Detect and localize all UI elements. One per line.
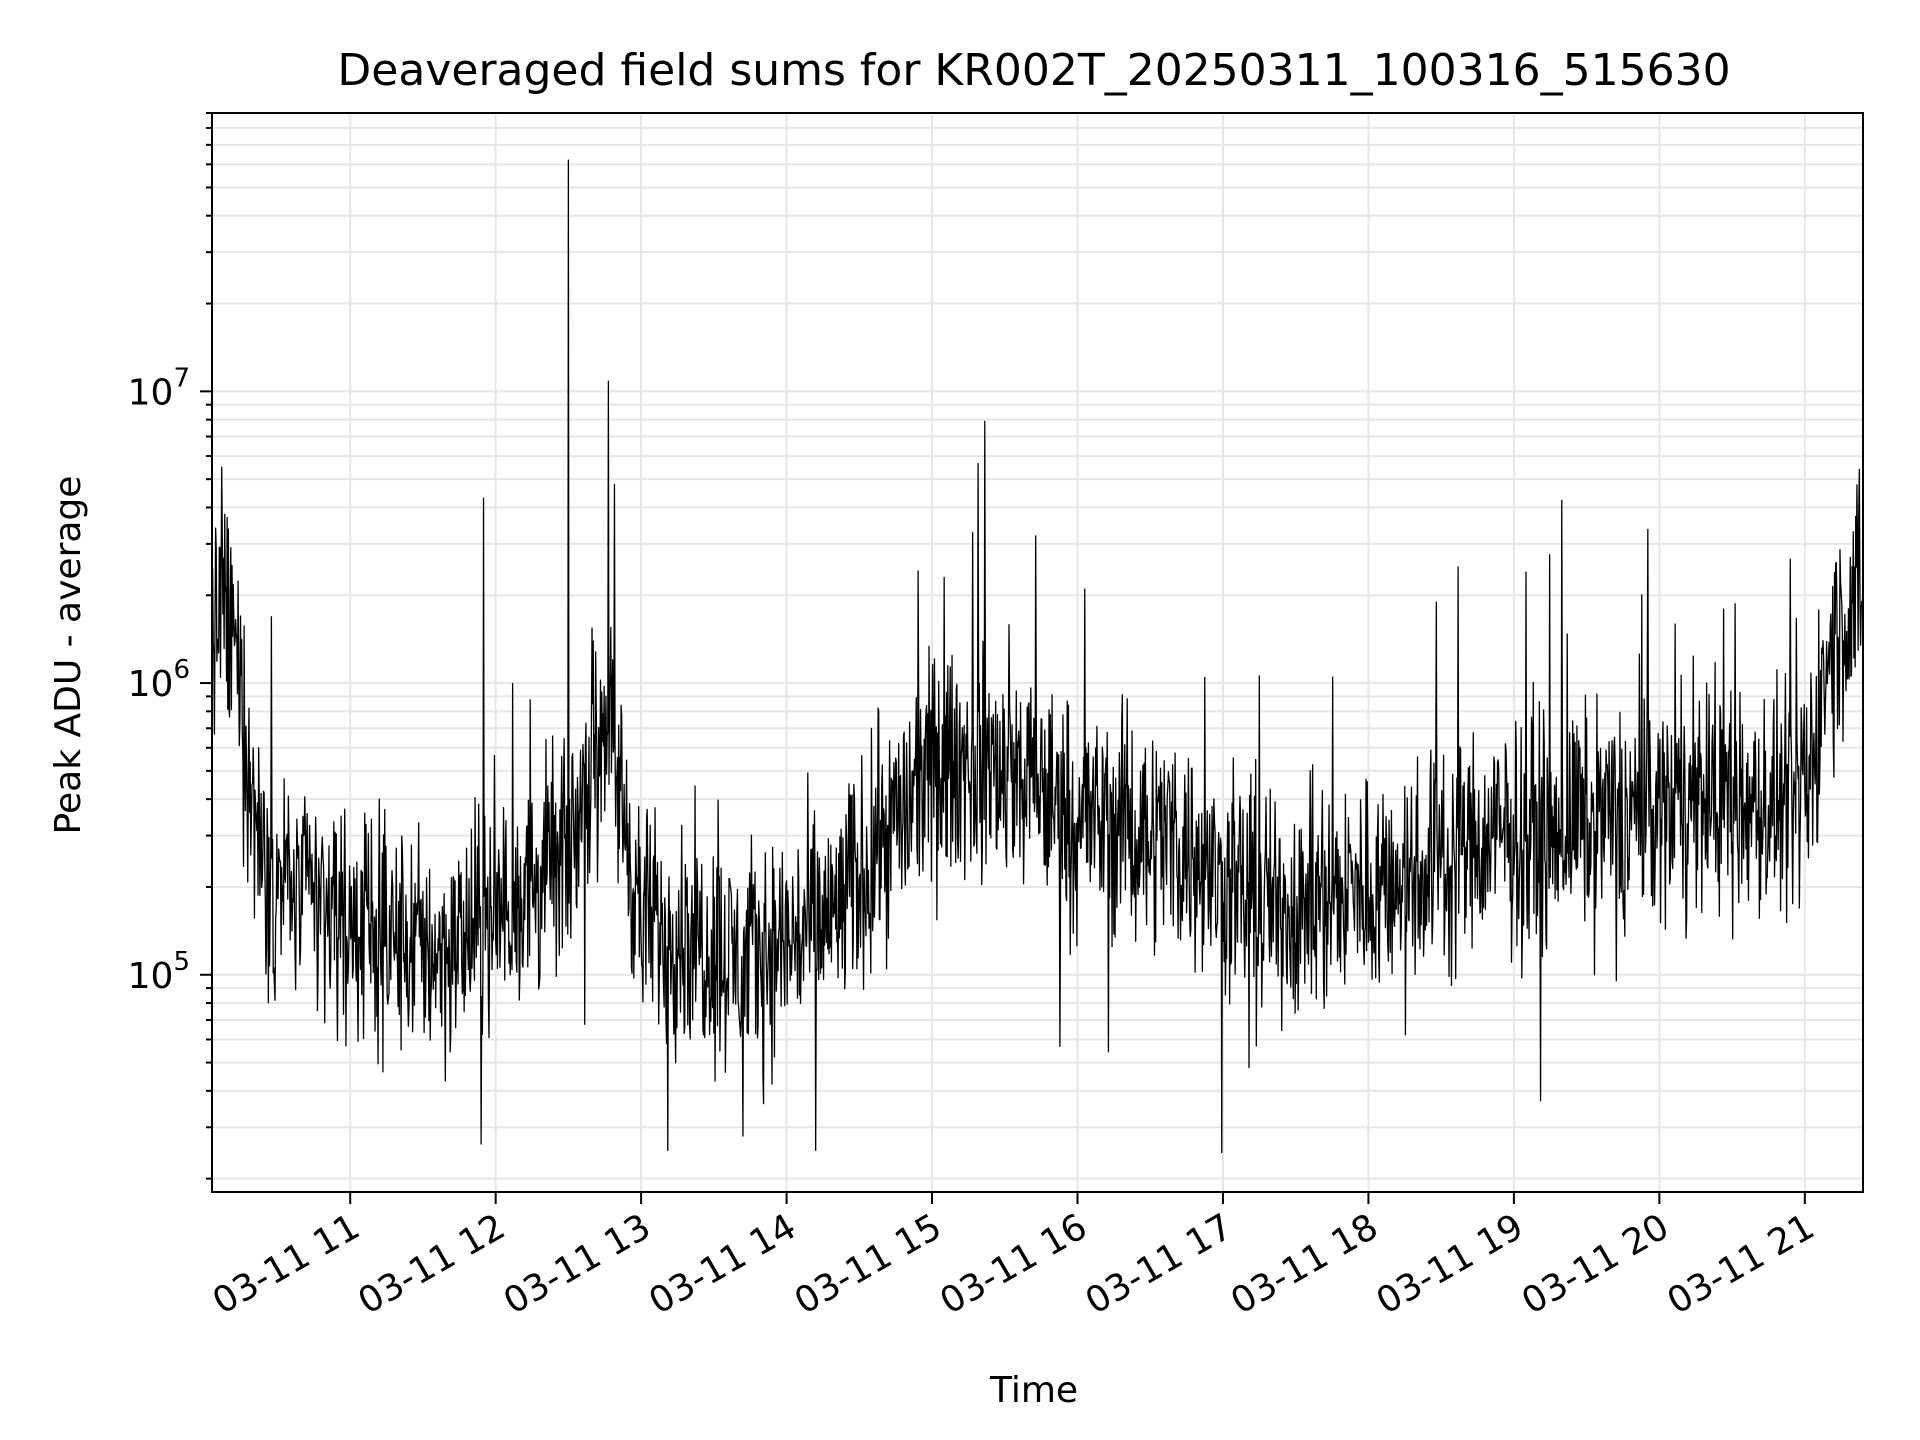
y-tick-label: 106 <box>128 655 190 705</box>
y-tick-exponent: 5 <box>173 947 190 977</box>
series-layer <box>211 159 1864 1154</box>
y-tick-base: 10 <box>128 956 174 997</box>
y-axis-label: Peak ADU - average <box>48 476 89 835</box>
y-tick-label: 105 <box>128 947 190 997</box>
y-tick-label: 107 <box>128 363 190 413</box>
y-tick-exponent: 6 <box>173 655 190 685</box>
x-axis-label: Time <box>989 1370 1078 1411</box>
plot-frame <box>211 112 1864 1193</box>
series-line <box>211 159 1864 1154</box>
chart-title: Deaveraged field sums for KR002T_2025031… <box>337 45 1730 96</box>
y-tick-exponent: 7 <box>173 363 190 393</box>
y-tick-base: 10 <box>128 372 174 413</box>
y-tick-base: 10 <box>128 664 174 705</box>
